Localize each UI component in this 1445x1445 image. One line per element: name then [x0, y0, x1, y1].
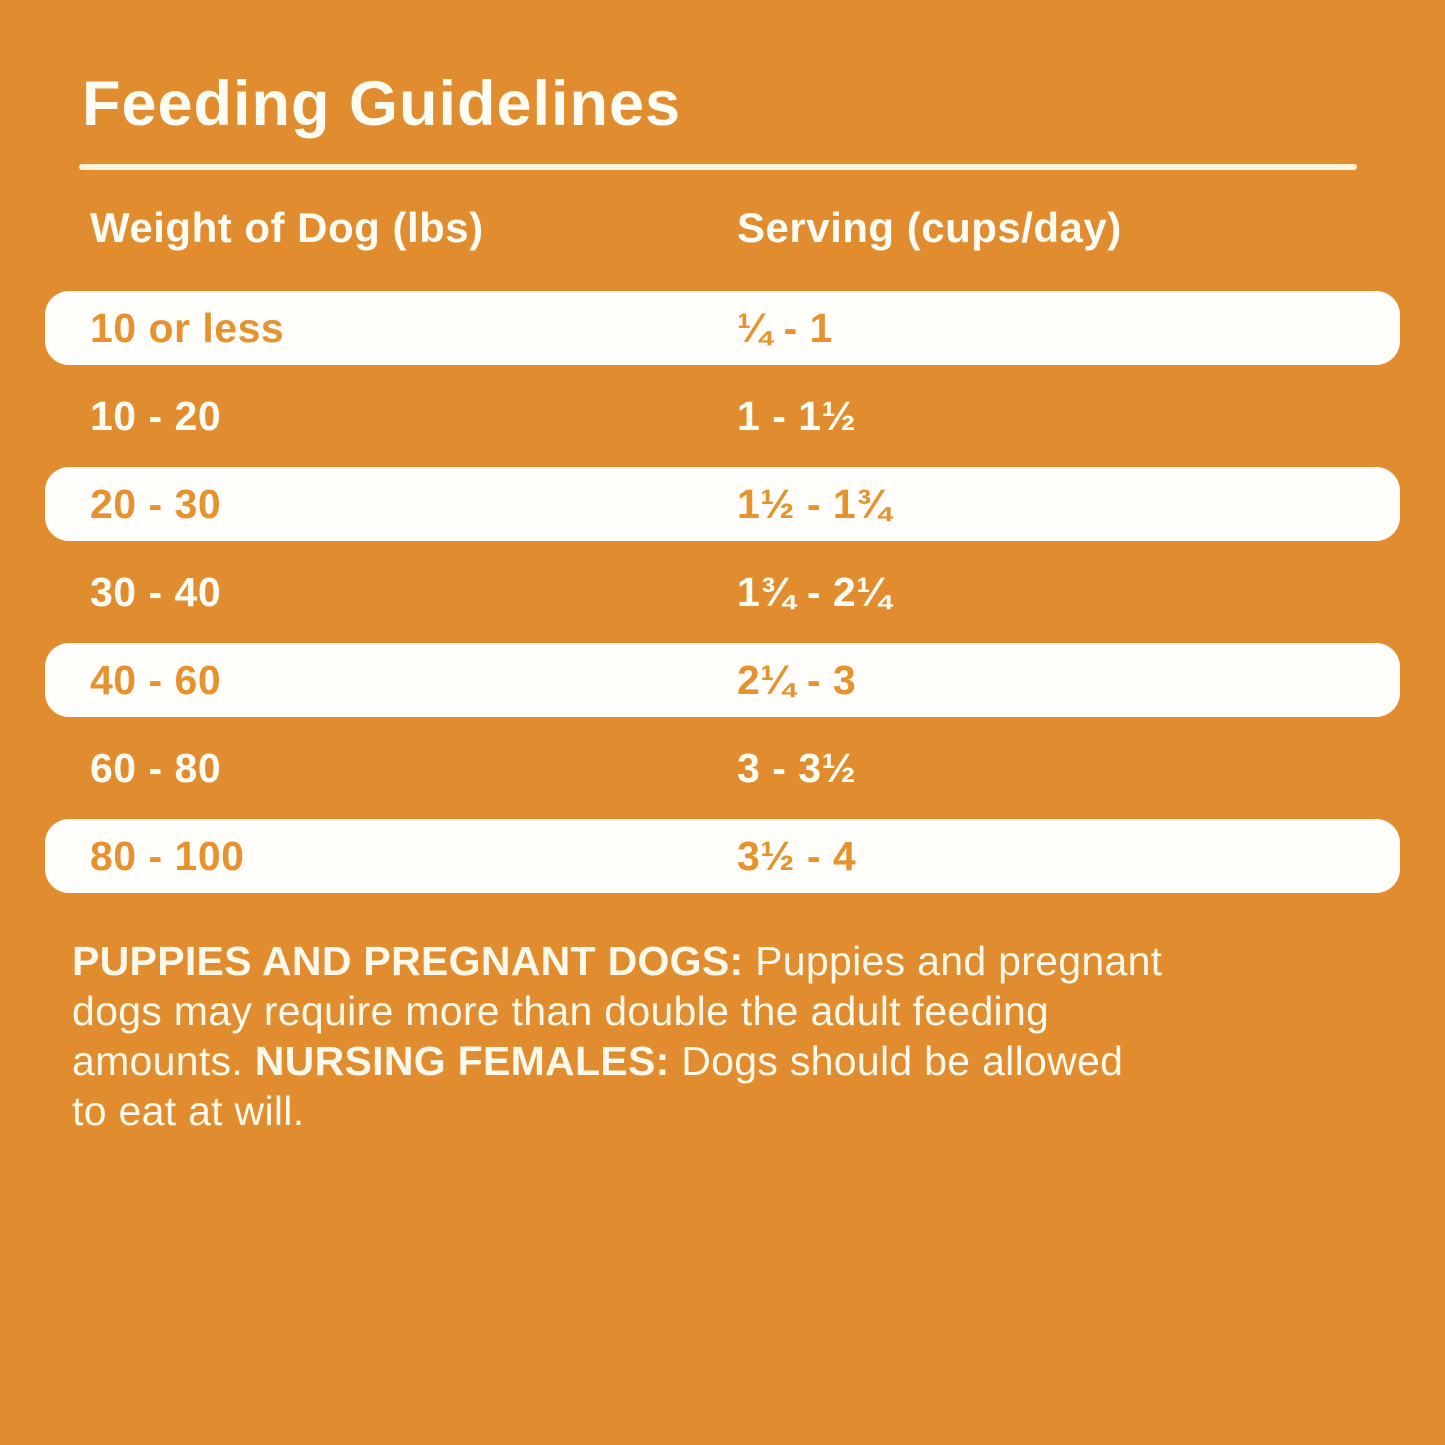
table-row: 60 - 80 3 - 3½: [45, 724, 1400, 812]
table-row: 10 - 20 1 - 1½: [45, 372, 1400, 460]
table-header: Weight of Dog (lbs) Serving (cups/day): [45, 204, 1400, 252]
feeding-table: 10 or less ¼ - 1 10 - 20 1 - 1½ 20 - 30 1½ - …: [45, 284, 1400, 900]
title-divider: [79, 164, 1357, 170]
cell-serving: 3 - 3½: [737, 744, 857, 791]
footer-bold-segment: NURSING FEMALES:: [254, 1038, 670, 1084]
table-row: 20 - 30 1½ - 1¾: [45, 467, 1400, 541]
cell-serving: 1½ - 1¾: [737, 480, 891, 527]
table-row: 30 - 40 1¾ - 2¼: [45, 548, 1400, 636]
cell-serving: 1 - 1½: [737, 392, 857, 439]
footer-text-segment: Dogs should be allowed: [669, 1038, 1124, 1084]
cell-weight: 40 - 60: [90, 656, 222, 703]
page-title: Feeding Guidelines: [82, 69, 682, 139]
footer-note: PUPPIES AND PREGNANT DOGS: Puppies and p…: [72, 936, 1412, 1136]
cell-weight: 80 - 100: [90, 832, 245, 879]
footer-bold-segment: PUPPIES AND PREGNANT DOGS:: [72, 938, 744, 984]
column-header-serving: Serving (cups/day): [737, 204, 1122, 251]
table-row: 40 - 60 2¼ - 3: [45, 643, 1400, 717]
cell-weight: 10 or less: [90, 304, 285, 351]
cell-weight: 60 - 80: [90, 744, 222, 791]
footer-text-segment: Puppies and pregnant: [743, 938, 1163, 984]
footer-text-segment: dogs may require more than double the ad…: [72, 988, 1050, 1034]
cell-serving: 3½ - 4: [737, 832, 857, 879]
column-header-weight: Weight of Dog (lbs): [90, 204, 484, 251]
footer-text-segment: to eat at will.: [72, 1088, 305, 1134]
footer-text-segment: amounts.: [72, 1038, 255, 1084]
cell-serving: ¼ - 1: [737, 304, 833, 351]
table-row: 10 or less ¼ - 1: [45, 291, 1400, 365]
cell-weight: 20 - 30: [90, 480, 222, 527]
table-row: 80 - 100 3½ - 4: [45, 819, 1400, 893]
cell-serving: 2¼ - 3: [737, 656, 857, 703]
cell-weight: 10 - 20: [90, 392, 222, 439]
cell-weight: 30 - 40: [90, 568, 222, 615]
cell-serving: 1¾ - 2¼: [737, 568, 891, 615]
